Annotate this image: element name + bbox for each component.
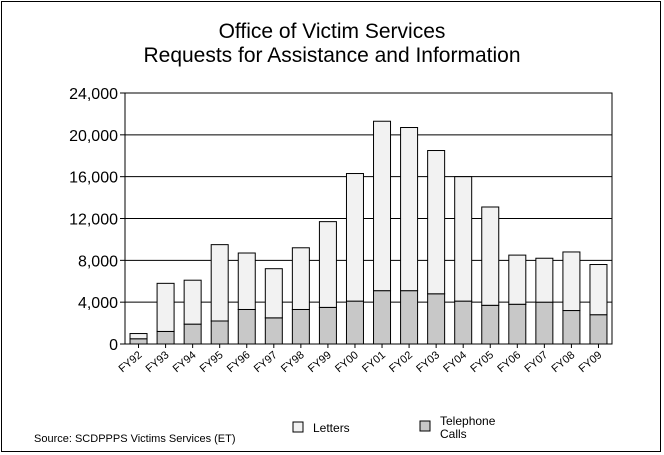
bar-letters bbox=[427, 150, 446, 295]
bar-letters bbox=[400, 127, 419, 292]
bar-telephone-calls bbox=[508, 303, 527, 345]
x-tick-label: FY01 bbox=[360, 349, 388, 375]
x-tick-label: FY95 bbox=[198, 349, 226, 375]
x-tick-label: FY00 bbox=[333, 349, 361, 375]
x-tick-label: FY07 bbox=[522, 349, 550, 375]
bar-letters bbox=[562, 251, 581, 312]
chart-title-line-2: Requests for Assistance and Information bbox=[143, 44, 520, 67]
bar-letters bbox=[373, 120, 392, 292]
source-note: Source: SCDPPPS Victims Services (ET) bbox=[34, 433, 236, 445]
legend-swatch-letters bbox=[292, 421, 304, 433]
bar-letters bbox=[508, 254, 527, 305]
bar-telephone-calls bbox=[589, 314, 608, 345]
bar-letters bbox=[345, 173, 364, 302]
bar-telephone-calls bbox=[345, 300, 364, 345]
x-tick-label: FY03 bbox=[414, 349, 442, 375]
bar-telephone-calls bbox=[264, 317, 283, 345]
y-tick-label: 0 bbox=[109, 337, 118, 354]
bar-letters bbox=[237, 252, 256, 310]
bar-telephone-calls bbox=[373, 290, 392, 345]
bar-telephone-calls bbox=[291, 308, 310, 345]
bar-telephone-calls bbox=[210, 320, 229, 345]
bar-telephone-calls bbox=[129, 338, 148, 345]
legend-label-letters: Letters bbox=[313, 421, 350, 435]
bar-letters bbox=[156, 282, 175, 332]
bar-telephone-calls bbox=[535, 301, 554, 345]
legend-label-telephone: Telephone bbox=[440, 414, 496, 428]
bar-letters bbox=[183, 279, 202, 325]
bar-letters bbox=[291, 247, 310, 310]
y-axis: 0 4,000 8,000 12,000 16,000 20,000 24,000 bbox=[69, 86, 125, 354]
bar-telephone-calls bbox=[237, 308, 256, 345]
y-tick-label: 20,000 bbox=[69, 128, 118, 145]
legend: Letters Telephone Calls bbox=[292, 414, 496, 441]
bar-letters bbox=[481, 206, 500, 306]
y-tick-label: 16,000 bbox=[69, 170, 118, 187]
bars bbox=[129, 120, 608, 345]
chart-title-line-1: Office of Victim Services bbox=[219, 20, 446, 43]
x-tick-label: FY93 bbox=[144, 349, 172, 375]
bar-letters bbox=[264, 268, 283, 319]
bar-letters bbox=[318, 221, 337, 308]
bar-telephone-calls bbox=[427, 293, 446, 345]
y-tick-label: 4,000 bbox=[78, 295, 118, 312]
y-tick-label: 8,000 bbox=[78, 253, 118, 270]
bar-letters bbox=[210, 244, 229, 322]
x-axis: FY92 FY93 FY94 FY95 FY96 FY97 FY98 FY99 FY00 FY01… bbox=[117, 344, 605, 375]
bar-telephone-calls bbox=[183, 323, 202, 345]
bar-letters bbox=[535, 257, 554, 303]
bar-telephone-calls bbox=[481, 304, 500, 345]
bar-telephone-calls bbox=[454, 300, 473, 345]
x-tick-label: FY98 bbox=[279, 349, 307, 375]
bar-letters bbox=[454, 176, 473, 302]
x-tick-label: FY02 bbox=[387, 349, 415, 375]
bar-telephone-calls bbox=[318, 306, 337, 345]
x-tick-label: FY04 bbox=[441, 349, 469, 375]
x-tick-label: FY06 bbox=[495, 349, 523, 375]
bar-letters bbox=[129, 333, 148, 340]
legend-label-calls: Calls bbox=[440, 427, 467, 441]
x-tick-label: FY96 bbox=[225, 349, 253, 375]
x-tick-label: FY92 bbox=[117, 349, 145, 375]
x-tick-label: FY99 bbox=[306, 349, 334, 375]
x-tick-label: FY94 bbox=[171, 349, 199, 375]
grid bbox=[125, 134, 612, 303]
bar-telephone-calls bbox=[400, 290, 419, 345]
bar-letters bbox=[589, 264, 608, 316]
bar-telephone-calls bbox=[156, 330, 175, 345]
x-tick-label: FY08 bbox=[549, 349, 577, 375]
x-tick-label: FY97 bbox=[252, 349, 280, 375]
bar-telephone-calls bbox=[562, 310, 581, 345]
x-tick-label: FY05 bbox=[468, 349, 496, 375]
legend-swatch-telephone-calls bbox=[419, 420, 431, 432]
y-tick-label: 12,000 bbox=[69, 212, 118, 229]
x-tick-label: FY09 bbox=[577, 349, 605, 375]
y-tick-label: 24,000 bbox=[69, 86, 118, 103]
